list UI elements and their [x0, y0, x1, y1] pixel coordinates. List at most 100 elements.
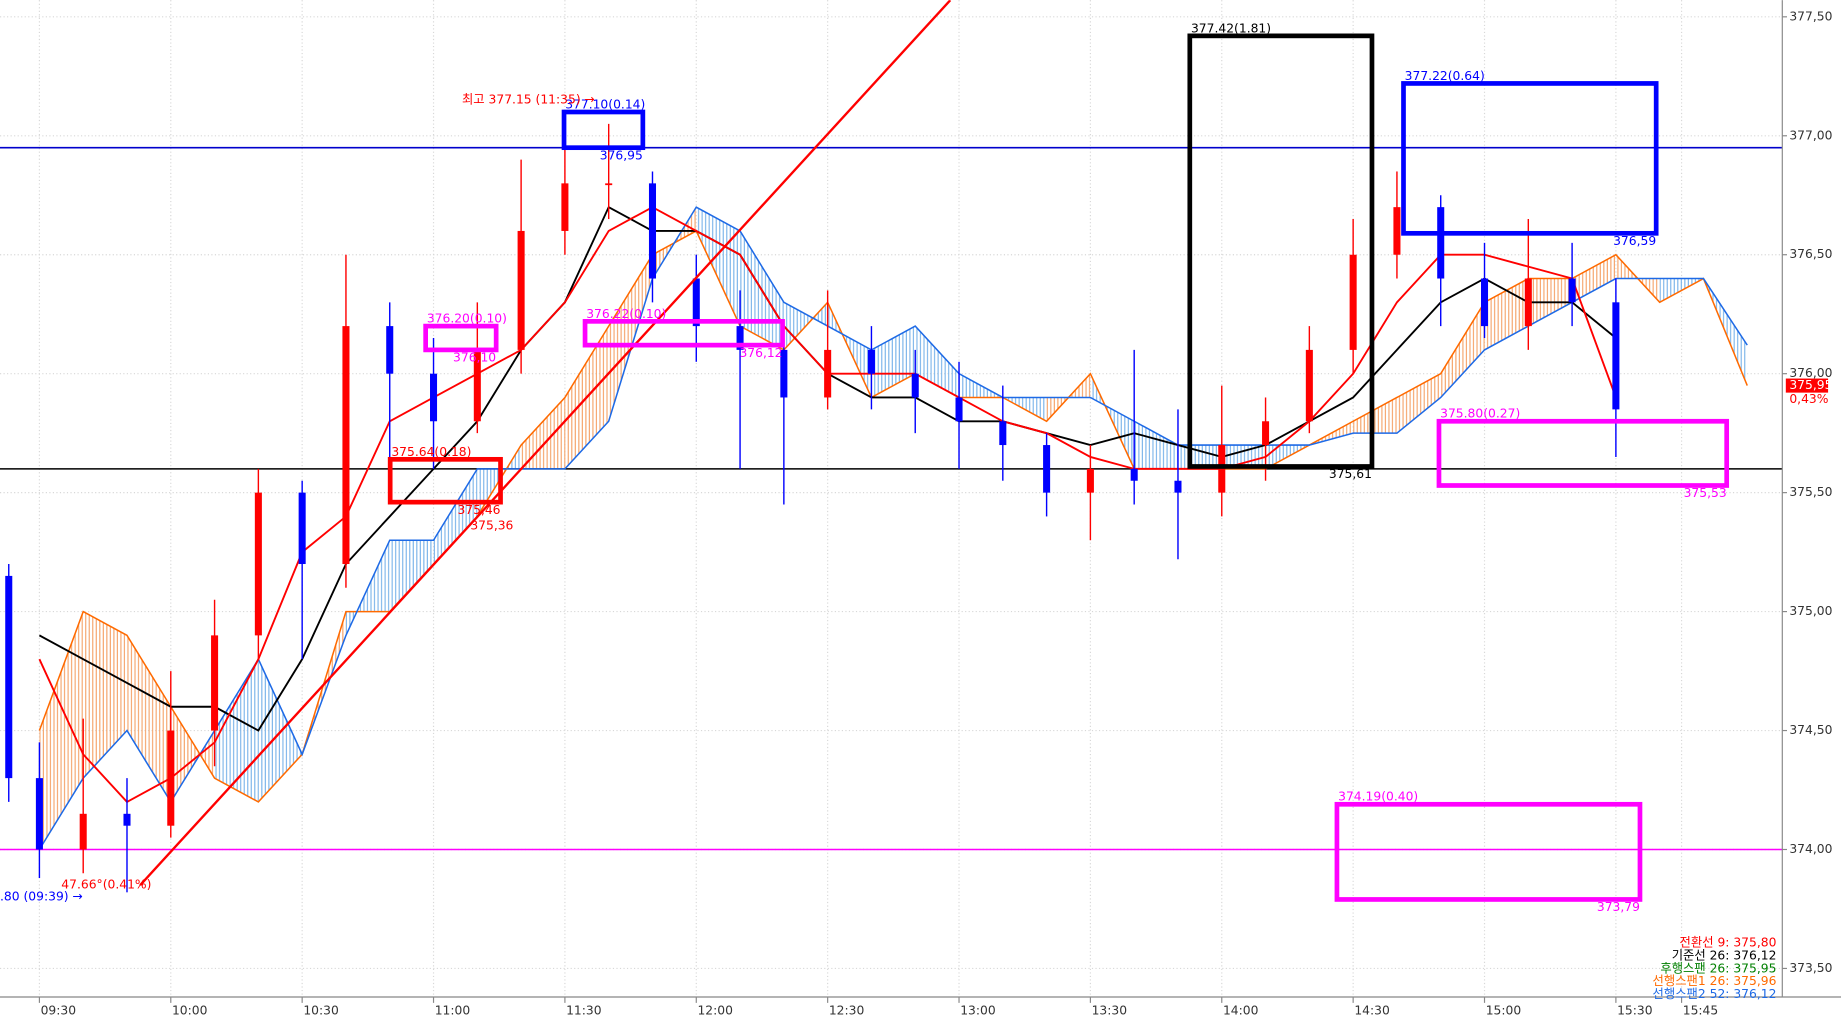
x-tick-label: 15:00	[1486, 1004, 1522, 1018]
candle-body	[911, 373, 919, 398]
y-tick-label: 373,50	[1789, 961, 1832, 975]
cloud-segment	[214, 659, 259, 802]
annotation: 47.66°(0.41%)	[61, 878, 151, 892]
annotation: 최고 377.15 (11:35) →	[462, 93, 595, 107]
y-tick-label: 376,50	[1789, 247, 1832, 261]
x-tick-label: 11:00	[435, 1004, 471, 1018]
x-tick-label: 10:30	[303, 1004, 339, 1018]
legend-entry: 후행스팬 26: 375,95	[1660, 960, 1776, 975]
price-tag-label: 375,95	[1789, 378, 1832, 392]
cloud-segment	[1221, 445, 1266, 469]
cloud-segment	[389, 540, 434, 612]
legend-entry: 전환선 9: 375,80	[1680, 935, 1777, 949]
candle-body	[1480, 278, 1489, 327]
x-tick-label: 10:00	[172, 1004, 208, 1018]
box-bottom-label: 376,95	[600, 148, 643, 162]
range-box	[1436, 418, 1730, 488]
price-change: 0,43%	[1789, 392, 1828, 406]
candle-body	[298, 492, 306, 565]
y-tick-label: 375,00	[1789, 604, 1832, 618]
range-box	[1401, 81, 1659, 236]
candle-body	[692, 278, 700, 327]
range-box	[1187, 33, 1375, 469]
candle-body	[955, 397, 963, 422]
box-top-label: 374.19(0.40)	[1338, 790, 1418, 804]
candle-body	[473, 349, 481, 422]
x-tick-label: 09:30	[41, 1004, 77, 1018]
box-top-label: 376.20(0.10)	[427, 312, 507, 326]
candle-body	[1349, 254, 1357, 350]
box-bottom-label: 376,59	[1613, 234, 1656, 248]
range-box	[387, 456, 503, 505]
candle-body	[1130, 468, 1138, 481]
legend-entry: 기준선 26: 376,12	[1672, 948, 1777, 962]
cloud-segment	[608, 254, 653, 422]
y-tick-label: 374,50	[1789, 723, 1832, 737]
legend-entry: 선행스팬1 26: 375,96	[1653, 973, 1777, 988]
candle-body	[561, 183, 569, 231]
candle-body	[1568, 278, 1576, 303]
y-tick-label: 377,00	[1789, 128, 1832, 142]
candle-body	[211, 635, 219, 731]
box-bottom-label: 375,46	[457, 503, 500, 517]
x-tick-label: 13:30	[1092, 1004, 1128, 1018]
candle-body	[5, 575, 13, 779]
y-tick-label: 375,50	[1789, 485, 1832, 499]
range-box	[423, 323, 499, 353]
cloud-segment	[1134, 421, 1178, 469]
price-tag	[1785, 378, 1829, 393]
cloud-segment	[170, 706, 215, 802]
candle-body	[517, 230, 525, 350]
range-box	[582, 318, 785, 348]
legend-entry: 선행스팬2 52: 376,12	[1653, 986, 1777, 1001]
x-tick-label: 15:45	[1683, 1004, 1718, 1018]
candle-body	[648, 183, 657, 279]
candle-body	[1218, 445, 1226, 493]
box-top-label: 377.22(0.64)	[1405, 69, 1485, 83]
candle-body	[35, 778, 43, 850]
plot-area: 377.42(1.81) 375,61 377.22(0.64) 376,59 375.…	[0, 0, 1783, 914]
y-tick-label: 376,00	[1789, 366, 1832, 380]
candle-body	[167, 730, 175, 826]
x-tick-label: 12:00	[697, 1004, 733, 1018]
box-top-label: 375.80(0.27)	[1440, 407, 1520, 421]
candle-body	[1393, 207, 1401, 255]
candle-body	[342, 326, 350, 565]
candle-body	[1262, 421, 1270, 446]
box-bottom-label: 375,61	[1329, 467, 1372, 481]
candle-body	[824, 349, 832, 398]
cloud-segment	[126, 635, 171, 802]
range-box	[1334, 801, 1643, 902]
box-bottom-label: 375,53	[1684, 486, 1727, 500]
cloud-segment	[521, 397, 565, 469]
cloud-segment	[1572, 254, 1616, 303]
y-tick-label: 377,50	[1789, 9, 1832, 23]
cloud-segment	[1353, 397, 1397, 434]
candle-body	[605, 183, 613, 186]
candle-body	[1305, 349, 1313, 422]
indicator-line	[38, 206, 1748, 850]
x-tick-label: 15:30	[1617, 1004, 1653, 1018]
candle-body	[1524, 278, 1532, 327]
candle-body	[780, 349, 788, 398]
box-bottom-label: 376,12	[739, 346, 782, 360]
candle-body	[1437, 207, 1445, 279]
range-box	[561, 109, 646, 151]
x-tick-label: 14:30	[1354, 1004, 1390, 1018]
box-top-label: 377.42(1.81)	[1191, 21, 1271, 35]
x-tick-label: 11:30	[566, 1004, 602, 1018]
x-tick-label: 14:00	[1223, 1004, 1259, 1018]
box-bottom-label: 376,10	[453, 351, 496, 365]
candle-body	[1612, 302, 1620, 410]
annotation: .80 (09:39) →	[0, 890, 83, 904]
candle-body	[1043, 445, 1051, 493]
annotation: 375,36	[470, 518, 513, 532]
cloud-segment	[83, 611, 127, 779]
box-top-label: 377.10(0.14)	[565, 97, 645, 111]
cloud-segment	[433, 468, 478, 565]
candle-body	[123, 813, 131, 826]
box-bottom-label: 373,79	[1597, 900, 1640, 914]
